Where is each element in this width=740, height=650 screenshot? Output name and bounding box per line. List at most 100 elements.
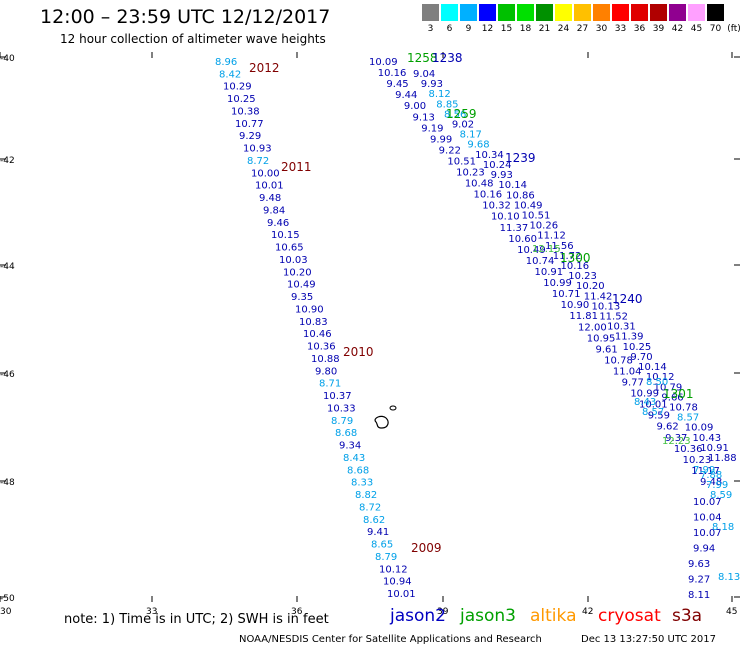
scale-label-42: 42: [671, 24, 684, 34]
legend-cryosat: cryosat: [598, 606, 661, 626]
scale-label-3: 3: [427, 24, 434, 34]
swh-reading: 10.16: [561, 261, 590, 272]
swh-reading: 9.04: [413, 69, 435, 80]
pass-time-label: 1240: [612, 292, 643, 306]
swh-reading: 8.72: [359, 502, 381, 513]
swh-reading: 9.48: [700, 477, 722, 488]
swh-reading: 10.25: [623, 342, 652, 353]
swh-reading: 10.51: [447, 156, 476, 167]
swh-reading: 11.37: [500, 223, 529, 234]
scale-label-33: 33: [614, 24, 627, 34]
lon-tick-label: 42: [582, 607, 593, 617]
swh-reading: 8.68: [347, 465, 369, 476]
swh-reading: 10.23: [456, 168, 485, 179]
swh-reading: 11.17: [691, 466, 720, 477]
scale-swatch-9: [460, 4, 477, 21]
swh-reading: 10.01: [639, 400, 668, 411]
scale-label-18: 18: [519, 24, 532, 34]
scale-label-27: 27: [576, 24, 589, 34]
scale-swatch-21: [536, 4, 553, 21]
scale-swatch-18: [517, 4, 534, 21]
lat-tick-label: -46: [0, 370, 15, 380]
swh-reading: 10.01: [387, 589, 416, 600]
swh-reading: 11.04: [613, 366, 642, 377]
swh-reading: 10.00: [251, 168, 280, 179]
swh-reading: 10.79: [654, 382, 683, 393]
swh-reading: 7.99: [693, 465, 715, 476]
scale-label-24: 24: [557, 24, 570, 34]
swh-reading: 9.84: [263, 205, 285, 216]
swh-reading: 10.83: [299, 317, 328, 328]
swh-reading: 8.13: [718, 572, 740, 583]
scale-label-39: 39: [652, 24, 665, 34]
lon-tick-label: 36: [291, 607, 303, 617]
swh-reading: 9.80: [315, 366, 337, 377]
swh-reading: 10.14: [638, 362, 667, 373]
swh-reading: 10.03: [279, 255, 308, 266]
pass-time-label: 1301: [663, 387, 694, 401]
pass-time-label: 1259: [446, 107, 477, 121]
scale-label-12: 12: [481, 24, 494, 34]
swh-reading: 10.14: [498, 180, 527, 191]
swh-reading: 8.79: [331, 416, 353, 427]
swh-reading: 8.57: [642, 407, 664, 418]
scale-label-21: 21: [538, 24, 551, 34]
swh-reading: 8.57: [677, 413, 699, 424]
swh-reading: 10.38: [231, 106, 260, 117]
island-outline: [374, 415, 389, 429]
swh-reading: 8.43: [634, 397, 656, 408]
scale-swatch-24: [555, 4, 572, 21]
swh-reading: 10.36: [307, 342, 336, 353]
swh-reading: 10.31: [607, 322, 636, 333]
swh-reading: 10.99: [630, 389, 659, 400]
swh-reading: 10.46: [303, 329, 332, 340]
scale-label-36: 36: [633, 24, 646, 34]
swh-reading: 10.34: [475, 150, 504, 161]
scale-label-15: 15: [500, 24, 513, 34]
scale-swatch-12: [479, 4, 496, 21]
swh-reading: 9.59: [648, 411, 670, 422]
scale-label-9: 9: [465, 24, 472, 34]
lat-tick-label: -42: [0, 156, 15, 166]
legend-jason3: jason3: [460, 606, 516, 626]
lat-tick-label: -44: [0, 262, 15, 272]
swh-reading: 11.52: [599, 312, 628, 323]
scale-swatch-27: [574, 4, 591, 21]
lat-tick-label: -40: [0, 54, 15, 64]
swh-reading: 10.16: [474, 190, 503, 201]
swh-reading: 12.15: [532, 244, 561, 255]
swh-reading: 10.20: [576, 281, 605, 292]
swh-reading: 10.49: [517, 245, 546, 256]
swh-reading: 10.36: [674, 444, 703, 455]
lon-tick-label: 45: [726, 607, 737, 617]
swh-reading: 9.77: [622, 378, 644, 389]
pass-time-label: 2009: [411, 541, 442, 555]
swh-reading: 10.78: [604, 355, 633, 366]
swh-reading: 8.79: [375, 552, 397, 563]
swh-reading: 8.56: [444, 109, 466, 120]
swh-reading: 8.82: [355, 490, 377, 501]
swh-reading: 10.15: [271, 230, 300, 241]
pass-time-label: 1238: [432, 51, 463, 65]
scale-label-45: 45: [690, 24, 703, 34]
swh-reading: 10.07: [693, 528, 722, 539]
swh-reading: 9.02: [452, 120, 474, 131]
footer-credit: NOAA/NESDIS Center for Satellite Applica…: [239, 634, 542, 645]
scale-swatch-36: [631, 4, 648, 21]
footer-timestamp: Dec 13 13:27:50 UTC 2017: [581, 634, 716, 645]
swh-reading: 8.72: [247, 156, 269, 167]
swh-reading: 9.93: [491, 170, 513, 181]
swh-reading: 10.99: [543, 278, 572, 289]
swh-reading: 11.88: [708, 453, 737, 464]
swh-reading: 10.90: [561, 300, 590, 311]
swh-reading: 11.56: [545, 241, 574, 252]
swh-reading: 11.72: [553, 251, 582, 262]
swh-reading: 10.12: [379, 564, 408, 575]
swh-reading: 8.18: [712, 522, 734, 533]
pass-time-label: 1239: [505, 151, 536, 165]
swh-reading: 9.48: [259, 193, 281, 204]
swh-reading: 8.11: [688, 590, 710, 601]
swh-reading: 10.13: [592, 301, 621, 312]
legend-s3a: s3a: [672, 606, 703, 626]
